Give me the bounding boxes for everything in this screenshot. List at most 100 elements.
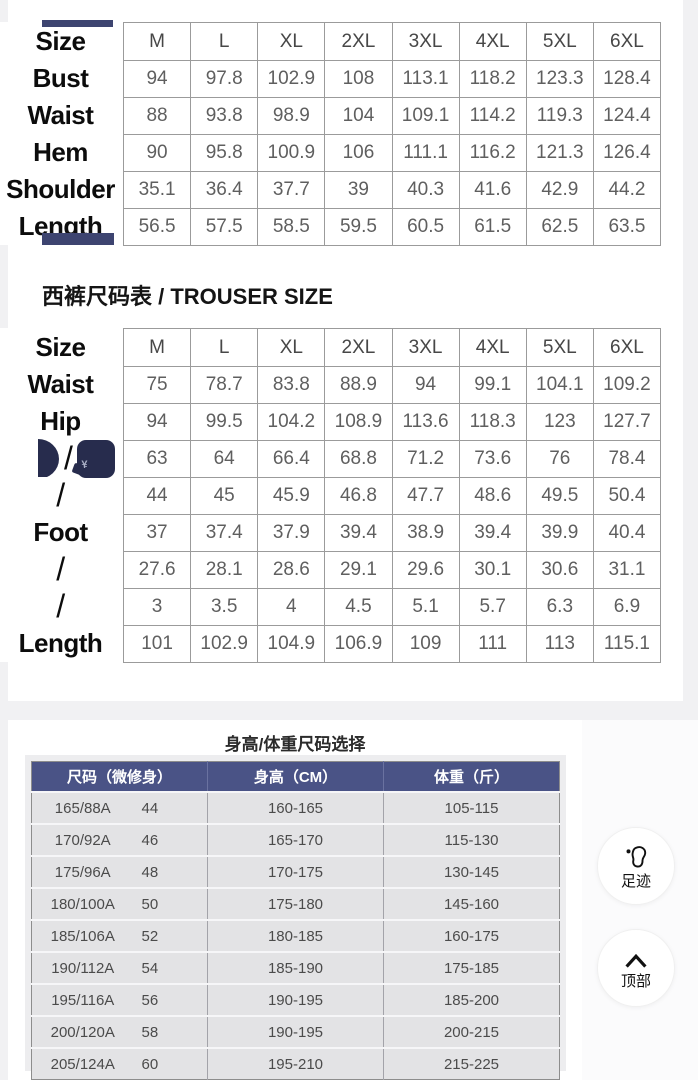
- size-number: 56: [141, 991, 159, 1009]
- trouser-value-cell: 39.4: [324, 514, 393, 552]
- size-number: 48: [141, 863, 159, 881]
- size-code-cell: 170/92A 46: [31, 823, 208, 856]
- height-weight-row: 165/88A 44 160-165 105-115: [31, 791, 560, 824]
- jacket-value-cell: 36.4: [190, 171, 259, 209]
- weight-range-cell: 145-160: [383, 887, 560, 920]
- jacket-size-header-cell: M: [122, 22, 192, 61]
- jacket-row-labels: Size Bust Waist Hem Shoulder Length: [0, 22, 121, 245]
- trouser-value-cell: 4.5: [324, 588, 393, 626]
- trouser-value-cell: 29.6: [391, 551, 460, 589]
- trouser-value-cell: 28.1: [190, 551, 259, 589]
- jacket-size-header-cell: XL: [257, 22, 326, 61]
- jacket-row-label-hem: Hem: [0, 134, 121, 171]
- jacket-value-cell: 90: [122, 134, 192, 172]
- jacket-value-cell: 94: [122, 60, 192, 98]
- footprints-button[interactable]: 足迹: [597, 827, 675, 905]
- height-weight-row: 195/116A 56 190-195 185-200: [31, 983, 560, 1016]
- trouser-value-cell: 101: [122, 625, 192, 663]
- height-weight-row: 170/92A 46 165-170 115-130: [31, 823, 560, 856]
- trouser-value-cell: 29.1: [324, 551, 393, 589]
- trouser-value-cell: 68.8: [324, 440, 393, 478]
- trouser-value-cell: 66.4: [257, 440, 326, 478]
- trouser-value-cell: 118.3: [458, 403, 527, 441]
- overlay-half-disc-shape: [38, 438, 59, 479]
- height-range-cell: 190-195: [207, 1015, 384, 1048]
- height-weight-header-cell: 身高（CM）: [207, 761, 384, 792]
- trouser-size-header-cell: L: [190, 328, 259, 367]
- trouser-size-header-cell: XL: [257, 328, 326, 367]
- trouser-value-cell: 94: [391, 366, 460, 404]
- trouser-value-cell: 113.6: [391, 403, 460, 441]
- jacket-size-header-cell: 5XL: [525, 22, 594, 61]
- jacket-value-cell: 95.8: [190, 134, 259, 172]
- jacket-table-row: 56.5 57.5 58.5 59.5 60.5 61.5 62.5 63.5: [122, 208, 662, 246]
- trouser-value-cell: 30.1: [458, 551, 527, 589]
- jacket-value-cell: 57.5: [190, 208, 259, 246]
- height-weight-row: 175/96A 48 170-175 130-145: [31, 855, 560, 888]
- jacket-value-cell: 106: [324, 134, 393, 172]
- size-code: 165/88A: [54, 799, 111, 817]
- trouser-value-cell: 99.1: [458, 366, 527, 404]
- trouser-value-cell: 64: [190, 440, 259, 478]
- trouser-value-cell: 83.8: [257, 366, 326, 404]
- trouser-value-cell: 47.7: [391, 477, 460, 515]
- jacket-value-cell: 44.2: [592, 171, 662, 209]
- jacket-value-cell: 41.6: [458, 171, 527, 209]
- trouser-value-cell: 76: [525, 440, 594, 478]
- jacket-value-cell: 61.5: [458, 208, 527, 246]
- height-weight-row: 185/106A 52 180-185 160-175: [31, 919, 560, 952]
- size-code: 200/120A: [50, 1023, 115, 1041]
- trouser-value-cell: 6.3: [525, 588, 594, 626]
- size-code: 175/96A: [54, 863, 111, 881]
- size-code: 190/112A: [51, 959, 115, 977]
- size-number: 54: [141, 959, 159, 977]
- trouser-value-cell: 88.9: [324, 366, 393, 404]
- height-weight-panel: 尺码（微修身） 身高（CM） 体重（斤） 165/88A 44 160-165 105-11…: [25, 755, 566, 1080]
- trouser-value-cell: 78.7: [190, 366, 259, 404]
- trouser-value-cell: 73.6: [458, 440, 527, 478]
- trouser-value-cell: 104.1: [525, 366, 594, 404]
- jacket-value-cell: 97.8: [190, 60, 259, 98]
- jacket-value-cell: 42.9: [525, 171, 594, 209]
- trouser-value-cell: 27.6: [122, 551, 192, 589]
- trouser-value-cell: 106.9: [324, 625, 393, 663]
- size-code: 170/92A: [54, 831, 111, 849]
- size-number: 50: [141, 895, 159, 913]
- size-number: 52: [141, 927, 159, 945]
- trouser-value-cell: 71.2: [391, 440, 460, 478]
- trouser-table-row: 37 37.4 37.9 39.4 38.9 39.4 39.9 40.4: [122, 514, 662, 552]
- trouser-table-row: 101 102.9 104.9 106.9 109 111 113 115.1: [122, 625, 662, 663]
- weight-range-cell: 175-185: [383, 951, 560, 984]
- size-code: 195/116A: [51, 991, 115, 1009]
- jacket-value-cell: 93.8: [190, 97, 259, 135]
- size-code: 205/124A: [50, 1055, 115, 1073]
- trouser-value-cell: 45: [190, 477, 259, 515]
- trouser-table-row: 63 64 66.4 68.8 71.2 73.6 76 78.4: [122, 440, 662, 478]
- height-weight-row: 180/100A 50 175-180 145-160: [31, 887, 560, 920]
- trouser-value-cell: 113: [525, 625, 594, 663]
- jacket-size-header-cell: 4XL: [458, 22, 527, 61]
- height-weight-heading: 身高/体重尺码选择: [224, 735, 366, 754]
- height-range-cell: 185-190: [207, 951, 384, 984]
- height-range-cell: 170-175: [207, 855, 384, 888]
- trouser-value-cell: 63: [122, 440, 192, 478]
- trouser-size-table: M L XL 2XL 3XL 4XL 5XL 6XL 75 78.7 83.8 88.9 94 99.1 1…: [122, 328, 662, 663]
- jacket-size-header-cell: L: [190, 22, 259, 61]
- trouser-row-label-foot: Foot: [0, 514, 121, 551]
- height-range-cell: 165-170: [207, 823, 384, 856]
- jacket-value-cell: 40.3: [391, 171, 460, 209]
- jacket-value-cell: 59.5: [324, 208, 393, 246]
- overlay-blob-glyph: ¥: [81, 458, 88, 471]
- jacket-value-cell: 126.4: [592, 134, 662, 172]
- trouser-value-cell: 37: [122, 514, 192, 552]
- trouser-value-cell: 111: [458, 625, 527, 663]
- overlay-blob-shape: ¥: [77, 439, 116, 478]
- back-to-top-button[interactable]: 顶部: [597, 929, 675, 1007]
- trouser-value-cell: 44: [122, 477, 192, 515]
- size-code: 180/100A: [50, 895, 115, 913]
- trouser-value-cell: 37.4: [190, 514, 259, 552]
- jacket-row-label-waist: Waist: [0, 97, 121, 134]
- jacket-row-label-bust: Bust: [0, 60, 121, 97]
- trouser-size-header-cell: 3XL: [391, 328, 460, 367]
